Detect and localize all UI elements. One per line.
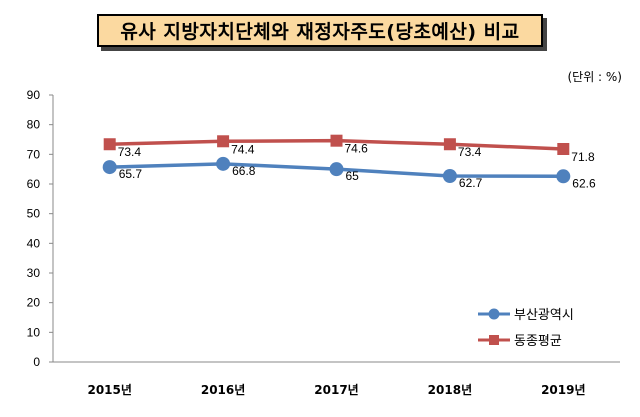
y-tick-label: 20 <box>27 296 41 310</box>
y-tick-label: 80 <box>27 118 41 132</box>
data-label: 65 <box>346 169 360 183</box>
x-tick-label: 2015년 <box>87 383 131 397</box>
data-label: 74.6 <box>345 142 369 156</box>
data-point <box>217 135 230 148</box>
chart-title-box: 유사 지방자치단체와 재정자주도(당초예산) 비교 <box>97 14 543 47</box>
legend-label: 부산광역시 <box>514 308 574 323</box>
y-tick-label: 90 <box>27 88 41 102</box>
data-label: 71.8 <box>571 150 595 164</box>
x-tick-label: 2019년 <box>541 383 585 397</box>
data-label: 73.4 <box>118 145 142 159</box>
data-point <box>329 162 344 177</box>
data-label: 66.8 <box>232 164 256 178</box>
data-point <box>330 134 343 147</box>
chart-title: 유사 지방자치단체와 재정자주도(당초예산) 비교 <box>120 21 520 43</box>
x-tick-label: 2018년 <box>428 383 472 397</box>
data-point <box>103 138 116 151</box>
data-label: 74.4 <box>231 142 255 156</box>
data-point <box>557 142 570 155</box>
legend-marker <box>488 308 500 320</box>
data-label: 65.7 <box>119 167 143 181</box>
data-point <box>442 168 457 183</box>
y-tick-label: 50 <box>27 207 41 221</box>
data-label: 62.6 <box>572 176 596 190</box>
x-tick-label: 2016년 <box>201 383 245 397</box>
data-point <box>556 169 571 184</box>
legend-marker <box>489 335 499 345</box>
data-point <box>102 160 117 175</box>
y-tick-label: 0 <box>33 355 40 369</box>
y-tick-label: 40 <box>27 236 41 250</box>
y-tick-label: 10 <box>27 325 41 339</box>
unit-label: (단위 : %) <box>567 70 622 84</box>
data-point <box>216 156 231 171</box>
legend-label: 동종평균 <box>514 334 562 349</box>
y-tick-label: 70 <box>27 147 41 161</box>
data-label: 62.7 <box>459 176 483 190</box>
data-point <box>443 138 456 151</box>
y-tick-label: 30 <box>27 266 41 280</box>
series-layer: 73.4 74.4 74.6 73.4 71.8 65.7 66.8 65 62.7 62.6 <box>102 134 596 190</box>
y-tick-label: 60 <box>27 177 41 191</box>
data-label: 73.4 <box>458 145 482 159</box>
x-tick-label: 2017년 <box>314 383 358 397</box>
axes: 0 10 20 30 40 50 60 70 80 90 2015년 2016년 2017년 2018년 2… <box>27 88 620 397</box>
